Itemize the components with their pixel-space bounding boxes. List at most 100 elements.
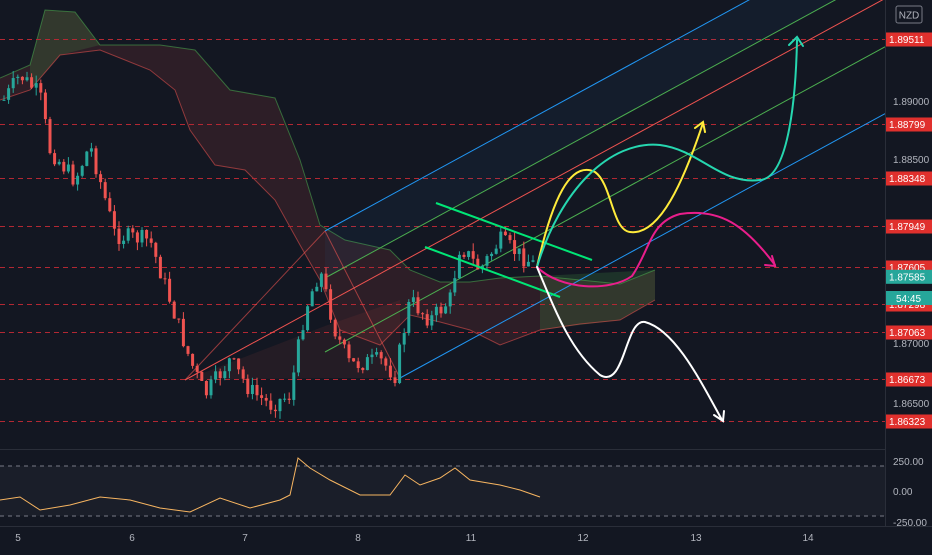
- flag-upper-line[interactable]: [435, 202, 593, 261]
- oscillator-tick: -250.00: [893, 518, 927, 529]
- candle-body: [172, 301, 176, 319]
- candle-body: [62, 161, 66, 172]
- level-label-tag: [886, 117, 932, 132]
- candle-body: [135, 232, 139, 243]
- candle-body: [20, 76, 24, 81]
- candle-body: [490, 253, 494, 257]
- price-tick: 1.88500: [893, 155, 930, 166]
- candle-body: [11, 78, 15, 89]
- time-label: 5: [15, 533, 21, 544]
- candle-body: [370, 354, 374, 358]
- candle-body: [227, 358, 231, 372]
- candle-body: [117, 228, 121, 245]
- candle-body: [425, 314, 429, 326]
- projection-path-white[interactable]: [536, 266, 723, 421]
- candle-body: [177, 318, 181, 320]
- candle-body: [388, 365, 392, 378]
- oscillator-band: [0, 466, 885, 516]
- level-label-text: 1.87949: [889, 222, 926, 233]
- candle-body: [181, 318, 185, 347]
- price-tick: 1.87000: [893, 339, 930, 350]
- candle-body: [158, 256, 162, 279]
- current-price-label[interactable]: 1.87585 54:45: [886, 269, 932, 305]
- candle-body: [25, 77, 29, 81]
- candle-body: [476, 258, 480, 270]
- projection-arrowhead-yellow[interactable]: [694, 120, 706, 133]
- candle-body: [508, 235, 512, 241]
- candle-body: [526, 261, 530, 267]
- candle-body: [517, 248, 521, 255]
- time-label: 6: [129, 533, 135, 544]
- candle-body: [191, 353, 195, 366]
- level-label-tag: [886, 171, 932, 186]
- projection-arrowhead-teal[interactable]: [788, 35, 804, 47]
- channel-mid-upper[interactable]: [324, 0, 885, 279]
- projection-path-yellow[interactable]: [536, 122, 704, 268]
- candle-body: [57, 161, 61, 165]
- candle-body: [398, 344, 402, 384]
- level-label-tag: [886, 372, 932, 387]
- candle-body: [48, 119, 52, 154]
- candle-body: [531, 260, 535, 262]
- current-price-text: 1.87585: [889, 272, 926, 283]
- channel-lower[interactable]: [399, 113, 886, 379]
- candle-body: [444, 306, 448, 314]
- price-axis-ticks: 1.89000 1.88500 1.87000 1.86500: [893, 97, 930, 410]
- candle-body: [384, 358, 388, 366]
- candle-body: [103, 182, 107, 199]
- candle-body: [108, 198, 112, 212]
- projection-path-magenta[interactable]: [536, 211, 776, 288]
- candle-body: [122, 240, 126, 245]
- trend-drawings[interactable]: [424, 35, 804, 423]
- price-tick: 1.89000: [893, 97, 930, 108]
- candle-body: [411, 297, 415, 302]
- oscillator-series: [0, 457, 541, 513]
- level-label-text: 1.87298: [889, 300, 926, 311]
- currency-badge[interactable]: NZD: [895, 5, 923, 24]
- candle-body: [462, 254, 466, 257]
- level-label-text: 1.87605: [889, 263, 926, 274]
- candle-body: [375, 352, 379, 355]
- level-label-text: 1.86673: [889, 375, 926, 386]
- channel-median[interactable]: [184, 0, 885, 381]
- level-label-text: 1.89511: [889, 35, 925, 46]
- projection-arrowhead-white[interactable]: [713, 410, 725, 423]
- projection-arrowhead-magenta[interactable]: [764, 255, 777, 268]
- projection-path-teal[interactable]: [536, 39, 798, 268]
- time-label: 12: [577, 533, 589, 544]
- senkou-span-b: [0, 49, 656, 346]
- channel-upper[interactable]: [324, 0, 885, 232]
- candlesticks: [2, 71, 535, 419]
- candle-body: [333, 319, 337, 337]
- time-label: 13: [690, 533, 702, 544]
- candle-body: [439, 306, 443, 314]
- candle-body: [154, 242, 158, 257]
- time-label: 7: [242, 533, 248, 544]
- level-label-text: 1.87063: [889, 328, 926, 339]
- candle-body: [112, 211, 116, 229]
- candle-body: [43, 92, 47, 120]
- candle-body: [467, 251, 471, 257]
- candle-body: [264, 397, 268, 401]
- candle-body: [223, 371, 227, 379]
- candle-body: [471, 251, 475, 259]
- candle-body: [85, 151, 89, 166]
- candle-body: [407, 301, 411, 334]
- time-label: 14: [802, 533, 814, 544]
- level-labels: 1.89511 1.88799 1.88348 1.87949 1.87605 1.872…: [886, 32, 932, 429]
- flag-lower-line[interactable]: [424, 246, 561, 298]
- countdown-text: 54:45: [896, 294, 921, 305]
- candle-body: [402, 333, 406, 345]
- channel-anchor-right: [324, 230, 401, 379]
- candle-body: [66, 164, 70, 172]
- cloud-fill-bull: [30, 10, 100, 90]
- candle-body: [131, 228, 135, 233]
- candle-body: [315, 286, 319, 292]
- candle-body: [2, 99, 6, 101]
- horizontal-levels[interactable]: [0, 39, 885, 422]
- candle-body: [296, 339, 300, 373]
- candle-body: [448, 292, 452, 307]
- candle-body: [260, 395, 264, 398]
